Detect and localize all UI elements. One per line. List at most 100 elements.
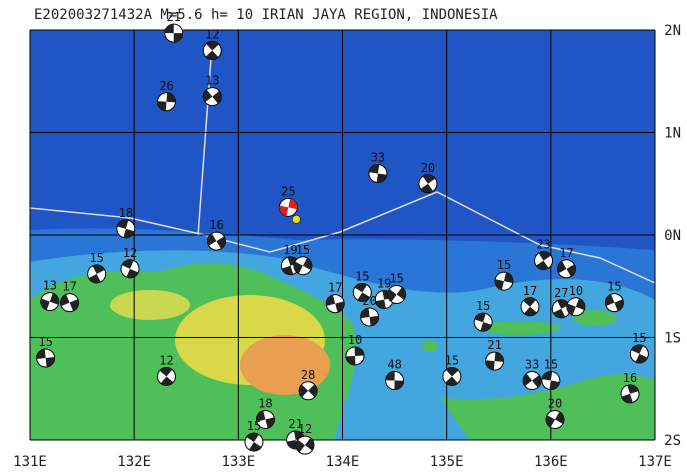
- focal-mechanism: [156, 92, 176, 112]
- beachball-quadrant: [246, 433, 262, 452]
- beachball-quadrant: [296, 437, 314, 453]
- event-label: 15: [296, 243, 310, 257]
- beachball-quadrant: [207, 233, 226, 249]
- lat-label: 2S: [664, 433, 681, 449]
- beachball-quadrant: [203, 89, 222, 104]
- plate-boundary: [29, 191, 656, 284]
- beachball-quadrant: [117, 219, 135, 238]
- focal-mechanism: [352, 282, 372, 302]
- event-label: 27: [554, 286, 568, 300]
- event-label: 15: [497, 258, 511, 272]
- focal-mechanism: [551, 299, 571, 319]
- focal-mechanism: [120, 259, 140, 279]
- event-label: 33: [525, 358, 539, 372]
- mountain: [240, 335, 330, 395]
- focal-mechanism: [620, 384, 640, 404]
- focal-mechanism: [387, 284, 407, 304]
- beachball-quadrant: [541, 371, 560, 390]
- beachball-quadrant: [256, 410, 275, 429]
- beachball-quadrant: [536, 251, 552, 270]
- focal-mechanism: [345, 346, 365, 366]
- beachball-quadrant: [553, 299, 570, 318]
- beachball-quadrant: [121, 259, 139, 278]
- focal-mechanism: [520, 297, 540, 317]
- event-label: 21: [167, 10, 181, 24]
- beachball-quadrant: [387, 287, 406, 302]
- focal-mechanism: [40, 292, 60, 312]
- focal-mechanism: [36, 348, 56, 368]
- beachball-quadrant: [326, 294, 345, 313]
- beachball-quadrant: [205, 41, 219, 60]
- beachball-quadrant: [494, 272, 513, 290]
- event-label: 23: [536, 238, 550, 252]
- event-label: 15: [38, 335, 52, 349]
- event-label: 25: [281, 184, 295, 198]
- event-label: 13: [205, 74, 219, 88]
- beachball-quadrant: [36, 349, 55, 367]
- event-label: 28: [301, 368, 315, 382]
- event-label: 12: [205, 28, 219, 42]
- focal-mechanism: [418, 174, 438, 194]
- lat-label: 1S: [664, 331, 681, 347]
- focal-mechanism: [255, 410, 275, 429]
- axis-labels: 131E 132E 133E 134E 135E 136E 137E 2N 1N 0N 1S 2S: [13, 23, 681, 470]
- plate-boundary: [197, 44, 213, 237]
- focal-mechanism: [202, 87, 222, 107]
- beachball-quadrant: [354, 283, 370, 302]
- event-label: 33: [371, 151, 385, 165]
- focal-mechanism: [202, 41, 222, 60]
- event-label: 10: [569, 284, 583, 298]
- focal-mechanism: [156, 366, 176, 386]
- event-label: 15: [247, 419, 261, 433]
- event-label: 10: [348, 333, 362, 347]
- event-label: 19: [283, 243, 297, 257]
- focal-mechanism: [566, 297, 586, 317]
- focal-mechanism: [473, 312, 493, 332]
- event-label: 48: [387, 358, 401, 372]
- lon-label: 134E: [326, 454, 360, 470]
- event-label: 17: [559, 246, 573, 260]
- focal-mechanism: [60, 293, 80, 313]
- focal-mechanism: [541, 371, 561, 391]
- focal-mechanism: [325, 294, 345, 314]
- map-title: E202003271432A M=5.6 h= 10 IRIAN JAYA RE…: [34, 7, 498, 23]
- event-label: 15: [445, 353, 459, 367]
- beachball-quadrant: [385, 371, 404, 390]
- focal-mechanism: [295, 435, 315, 455]
- focal-mechanism: [293, 256, 313, 276]
- beachball-quadrant: [523, 373, 542, 388]
- event-label: 20: [548, 397, 562, 411]
- focal-mechanism: [116, 219, 136, 239]
- beachball-quadrant: [60, 294, 79, 311]
- event-label: 16: [623, 371, 637, 385]
- event-label: 17: [328, 281, 342, 295]
- event-label: 16: [209, 218, 223, 232]
- focal-mechanism: [629, 344, 649, 364]
- event-label: 15: [389, 271, 403, 285]
- lon-label: 131E: [13, 454, 47, 470]
- beachball-quadrant: [293, 257, 312, 274]
- focal-mechanism: [522, 371, 542, 391]
- event-label: 15: [89, 251, 103, 265]
- event-label: 15: [355, 269, 369, 283]
- focal-mechanism: [206, 231, 226, 251]
- beachball-quadrant: [621, 384, 639, 403]
- lon-label: 133E: [221, 454, 255, 470]
- focal-mechanism: [278, 197, 298, 217]
- island: [573, 310, 617, 326]
- beachball-quadrant: [420, 174, 436, 193]
- epicenter: [292, 215, 301, 224]
- beachball-quadrant: [299, 384, 318, 398]
- event-label: 26: [159, 79, 173, 93]
- beachball-quadrant: [40, 293, 59, 311]
- focal-mechanism: [604, 293, 624, 313]
- event-label: 21: [288, 417, 302, 431]
- event-label: 15: [632, 331, 646, 345]
- beachball-quadrant: [523, 297, 537, 316]
- beachball-quadrant: [546, 411, 564, 428]
- event-label: 12: [298, 422, 312, 436]
- event-label: 12: [159, 353, 173, 367]
- beachball-quadrant: [159, 367, 174, 386]
- event-label: 12: [123, 246, 137, 260]
